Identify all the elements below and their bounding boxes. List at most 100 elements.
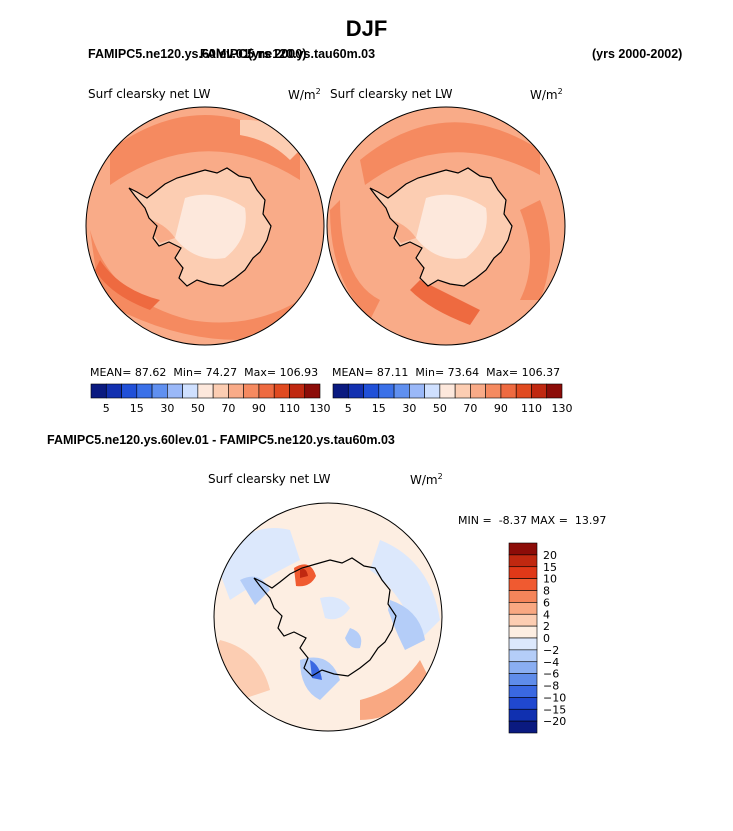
colorbar-swatch [508, 542, 538, 556]
colorbar-tick-label: 110 [521, 402, 542, 415]
colorbar-swatch [273, 383, 290, 399]
panel2-border [326, 106, 566, 346]
colorbar-tick-label: 130 [310, 402, 331, 415]
colorbar-swatch [531, 383, 548, 399]
panel2-map [327, 107, 565, 345]
colorbar-swatch [151, 383, 168, 399]
colorbar-swatch [212, 383, 229, 399]
panel3-border [213, 502, 443, 732]
years-label: (yrs 2000-2002) [592, 47, 683, 61]
colorbar-swatch [105, 383, 122, 399]
colorbar-tick-label: 6 [543, 596, 550, 609]
colorbar-swatch [243, 383, 260, 399]
colorbar-tick-label: 8 [543, 585, 550, 598]
colorbar-swatch [508, 613, 538, 627]
colorbar-tick-label: 70 [463, 402, 477, 415]
colorbar-swatch [439, 383, 456, 399]
panel1-stats: MEAN= 87.62 Min= 74.27 Max= 106.93 [90, 366, 319, 379]
colorbar-swatch [393, 383, 410, 399]
colorbar-swatch [332, 383, 349, 399]
colorbar-tick-label: 15 [543, 561, 557, 574]
colorbar-tick-label: −15 [543, 703, 566, 716]
panel2-stats: MEAN= 87.11 Min= 73.64 Max= 106.37 [332, 366, 561, 379]
colorbar-tick-label: 30 [160, 402, 174, 415]
colorbar-swatch [167, 383, 183, 399]
colorbar-swatch [508, 637, 538, 651]
colorbar-swatch [378, 383, 395, 399]
colorbar-swatch [424, 383, 441, 399]
colorbar-swatch [508, 697, 538, 710]
colorbar-swatch [508, 590, 538, 603]
colorbar-tick-label: 130 [552, 402, 573, 415]
colorbar-swatch [289, 383, 306, 399]
panel2-units: W/m2 [530, 87, 563, 102]
colorbar-swatch [470, 383, 486, 399]
colorbar-tick-label: 90 [252, 402, 266, 415]
colorbar-tick-label: 50 [191, 402, 205, 415]
panel1-title: Surf clearsky net LW [88, 87, 211, 101]
panel1-colorbar: 5 15 30 50 70 90 110 130 [90, 383, 331, 415]
run-years-overlap: (yrs 2000) [248, 47, 307, 61]
colorbar-swatch [136, 383, 153, 399]
panel2-title: Surf clearsky net LW [330, 87, 453, 101]
colorbar-tick-label: −10 [543, 691, 566, 704]
colorbar-tick-label: 70 [221, 402, 235, 415]
colorbar-swatch [508, 720, 538, 734]
colorbar-swatch [121, 383, 138, 399]
colorbar-tick-label: −8 [543, 680, 559, 693]
colorbar-tick-label: 15 [372, 402, 386, 415]
colorbar-swatch [546, 383, 563, 399]
colorbar-swatch [500, 383, 517, 399]
colorbar-swatch [454, 383, 471, 399]
colorbar-tick-label: −6 [543, 668, 559, 681]
colorbar-tick-label: 30 [402, 402, 416, 415]
colorbar-swatch [515, 383, 532, 399]
colorbar-tick-label: 5 [345, 402, 352, 415]
colorbar-tick-label: 20 [543, 549, 557, 562]
colorbar-tick-label: 2 [543, 620, 550, 633]
colorbar-swatch [508, 602, 538, 615]
panel1-map [86, 107, 324, 345]
colorbar-swatch [228, 383, 244, 399]
colorbar-tick-label: −2 [543, 644, 559, 657]
panel3-units: W/m2 [410, 472, 443, 487]
colorbar-swatch [508, 578, 538, 591]
panel3-stats: MIN = -8.37 MAX = 13.97 [458, 514, 607, 527]
colorbar-tick-label: 50 [433, 402, 447, 415]
colorbar-swatch [409, 383, 425, 399]
panel1-units: W/m2 [288, 87, 321, 102]
run-label-left: FAMIPC5.ne120.ys.60lev.01 [88, 47, 250, 61]
colorbar-tick-label: 110 [279, 402, 300, 415]
colorbar-tick-label: −20 [543, 715, 566, 728]
colorbar-swatch [508, 649, 538, 663]
colorbar-swatch [508, 625, 538, 639]
run-label-overlap: FAMIPC5.ne120.ys.tau60m.03 [200, 47, 376, 61]
colorbar-swatch [508, 554, 538, 568]
colorbar-swatch [258, 383, 275, 399]
season-title: DJF [345, 16, 388, 41]
colorbar-swatch [304, 383, 321, 399]
colorbar-swatch [90, 383, 107, 399]
colorbar-swatch [363, 383, 380, 399]
colorbar-swatch [182, 383, 199, 399]
colorbar-swatch [508, 708, 538, 722]
colorbar-tick-label: −4 [543, 656, 559, 669]
colorbar-swatch [508, 685, 538, 698]
colorbar-tick-label: 90 [494, 402, 508, 415]
colorbar-tick-label: 0 [543, 632, 550, 645]
colorbar-swatch [197, 383, 214, 399]
colorbar-tick-label: 15 [130, 402, 144, 415]
panel3-map [214, 503, 442, 731]
colorbar-tick-label: 4 [543, 608, 550, 621]
colorbar-swatch [485, 383, 502, 399]
colorbar-swatch [508, 673, 538, 686]
panel1-border [85, 106, 325, 346]
diff-title: FAMIPC5.ne120.ys.60lev.01 - FAMIPC5.ne12… [47, 433, 395, 447]
colorbar-tick-label: 10 [543, 573, 557, 586]
colorbar-tick-label: 5 [103, 402, 110, 415]
colorbar-swatch [508, 661, 538, 674]
colorbar-swatch [347, 383, 364, 399]
panel3-title: Surf clearsky net LW [208, 472, 331, 486]
